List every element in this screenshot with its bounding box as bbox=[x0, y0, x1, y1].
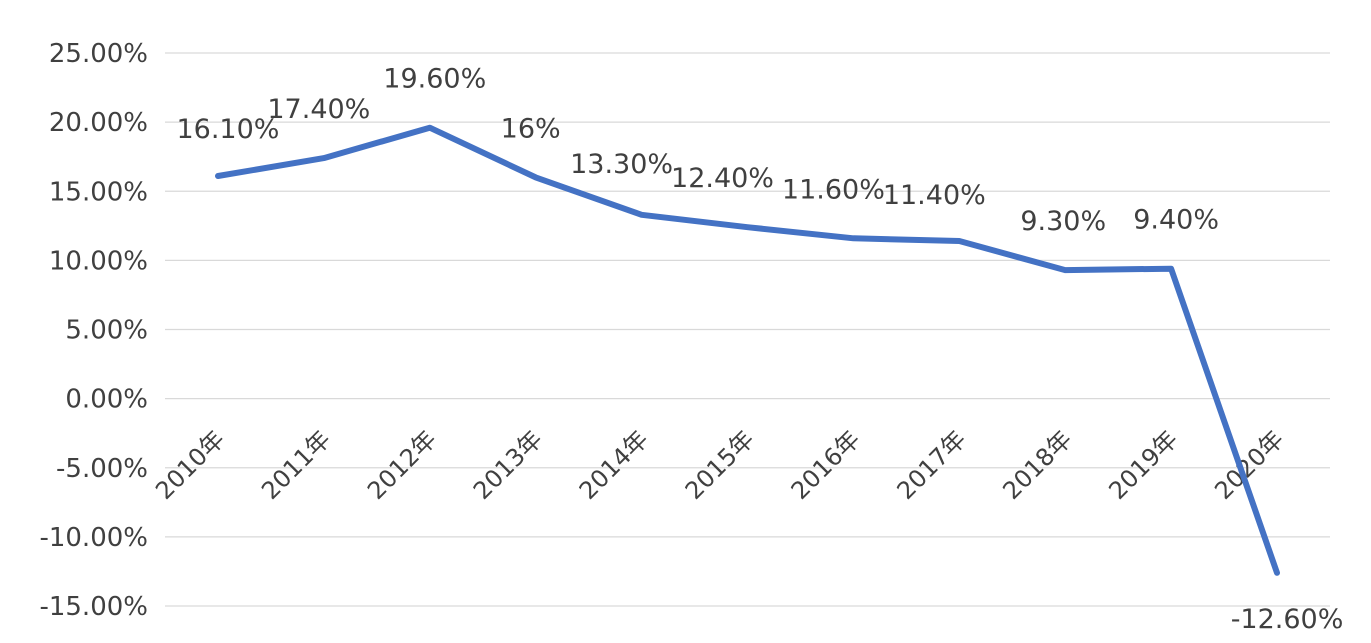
gridlines bbox=[165, 52, 1330, 607]
x-tick-label: 2011年 bbox=[256, 425, 336, 505]
data-label: 16.10% bbox=[176, 114, 279, 145]
data-label: 9.40% bbox=[1133, 205, 1219, 236]
y-tick-label: 5.00% bbox=[65, 316, 148, 346]
data-labels: 16.10%17.40% 19.60% 16% 13.30%12.40% 11.60%1… bbox=[176, 64, 1343, 635]
x-tick-label: 2015年 bbox=[680, 425, 760, 505]
y-tick-label: 10.00% bbox=[49, 246, 148, 276]
data-label: -12.60% bbox=[1231, 604, 1344, 635]
y-axis-tick-labels: 25.00% 20.00% 15.00% 10.00% 5.00% 0.00% -5.00%… bbox=[39, 39, 148, 622]
y-tick-label: 15.00% bbox=[49, 177, 148, 207]
x-tick-label: 2014年 bbox=[574, 425, 654, 505]
y-tick-label: -5.00% bbox=[56, 454, 148, 484]
x-tick-label: 2016年 bbox=[786, 425, 866, 505]
x-tick-label: 2013年 bbox=[468, 425, 548, 505]
y-tick-label: 25.00% bbox=[49, 39, 148, 69]
y-tick-label: 0.00% bbox=[65, 385, 148, 415]
data-label: 16% bbox=[501, 113, 561, 144]
x-tick-label: 2018年 bbox=[998, 425, 1078, 505]
series-line bbox=[215, 124, 1280, 576]
x-tick-label: 2012年 bbox=[362, 425, 442, 505]
x-tick-label: 2019年 bbox=[1103, 425, 1183, 505]
data-label: 12.40% bbox=[671, 163, 774, 194]
data-label: 11.60% bbox=[782, 174, 885, 205]
y-tick-label: -15.00% bbox=[39, 592, 148, 622]
data-label: 17.40% bbox=[267, 94, 370, 125]
x-tick-label: 2010年 bbox=[150, 425, 230, 505]
data-label: 9.30% bbox=[1020, 206, 1106, 237]
data-label: 11.40% bbox=[883, 180, 986, 211]
x-axis-tick-labels: 2010年 2011年 2012年 2013年 2014年 2015年 2016年 2017年… bbox=[150, 425, 1289, 505]
x-tick-label: 2017年 bbox=[892, 425, 972, 505]
y-tick-label: -10.00% bbox=[39, 523, 148, 553]
data-label: 19.60% bbox=[383, 64, 486, 95]
data-label: 13.30% bbox=[570, 149, 673, 180]
y-tick-label: 20.00% bbox=[49, 108, 148, 138]
series-line-group bbox=[215, 124, 1280, 576]
